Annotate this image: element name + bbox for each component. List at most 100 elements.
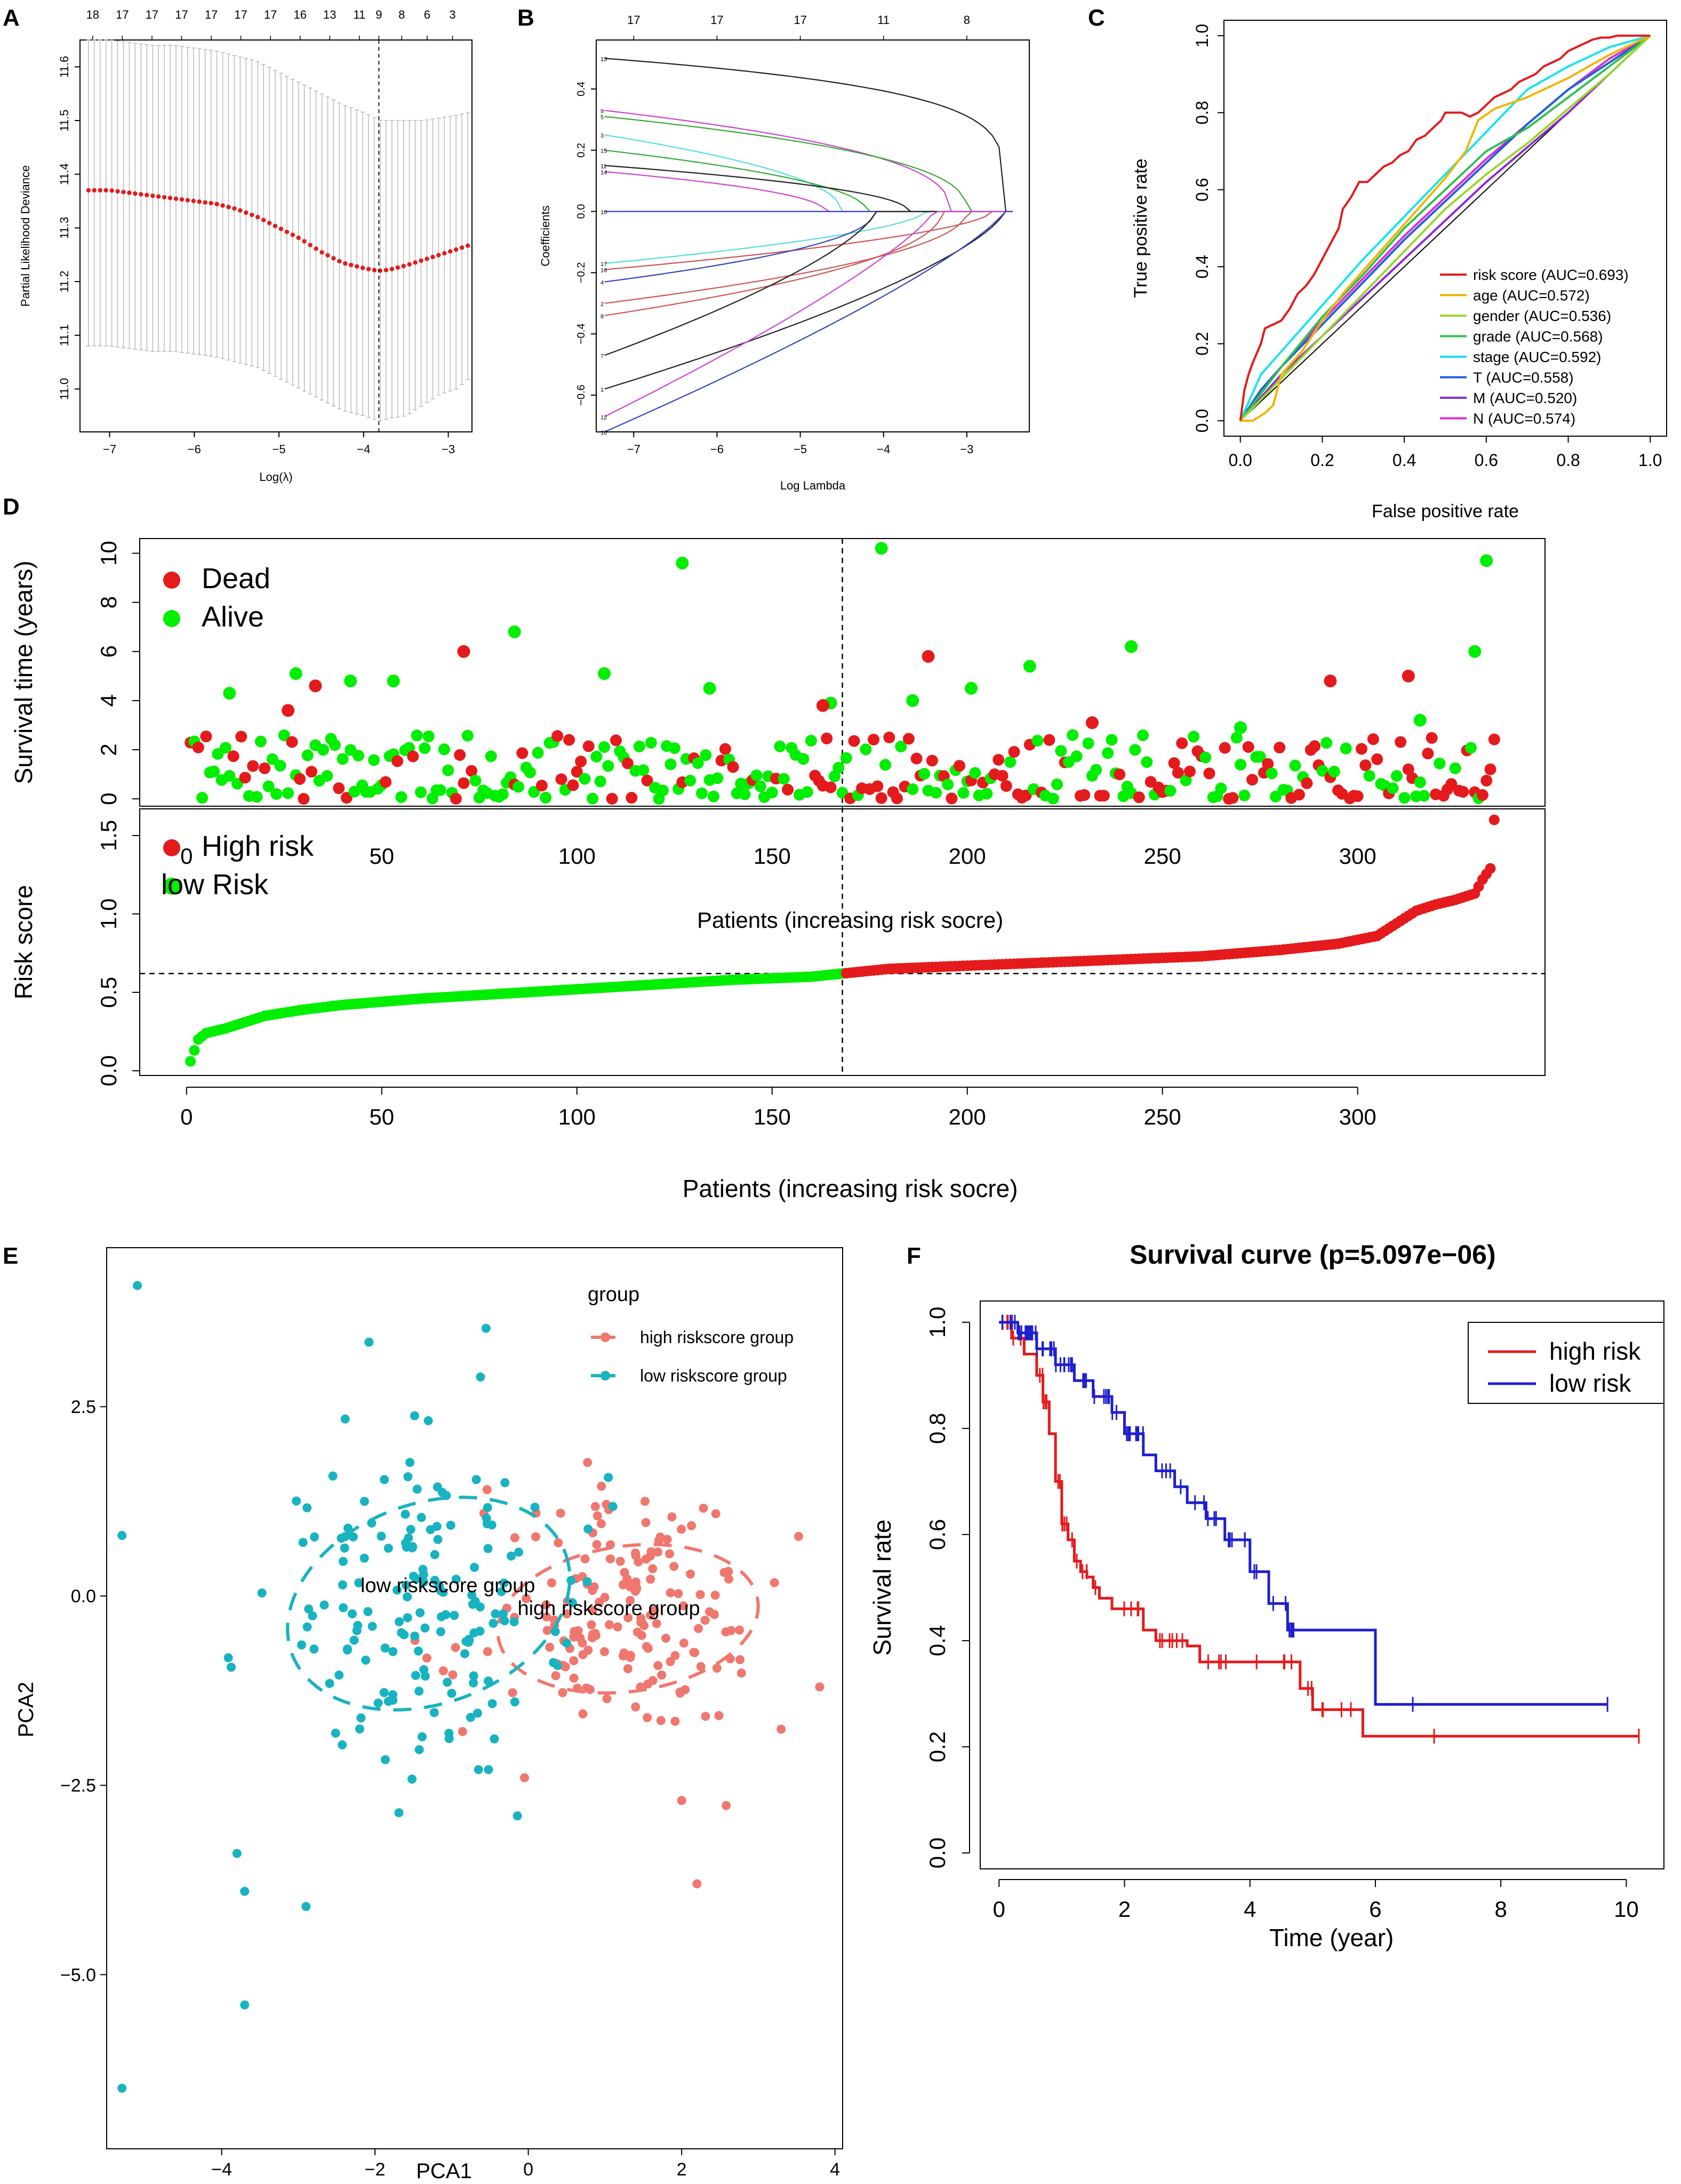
patient-dead-point [1114, 768, 1126, 781]
patient-dead-point [1020, 789, 1032, 801]
patient-alive-point [1316, 765, 1328, 777]
deviance-point [419, 258, 423, 263]
patient-alive-point [598, 741, 611, 753]
high-risk-pca-point [712, 1664, 722, 1673]
y-tick-label: 0 [96, 793, 121, 805]
high-risk-pca-point [587, 1620, 596, 1629]
coef-path [604, 211, 1013, 304]
coef-path-label: 9 [601, 108, 604, 115]
overlay-tick-label: 250 [1144, 844, 1181, 869]
low-risk-pca-point [553, 1661, 563, 1671]
patient-dead-point [1355, 743, 1367, 755]
patient-alive-point [1129, 744, 1141, 756]
high-risk-pca-point [599, 1647, 609, 1657]
y-tick-label: −0.6 [575, 384, 587, 405]
legend-label: high risk [1549, 1337, 1641, 1365]
patient-alive-point [528, 786, 540, 798]
legend-high-label: High risk [202, 830, 314, 862]
low-risk-pca-point [383, 1544, 393, 1553]
high-risk-pca-point [570, 1629, 579, 1639]
low-risk-pca-point [403, 1592, 412, 1602]
deviance-point [436, 253, 441, 258]
panel-f-frame [980, 1300, 1664, 1869]
low-risk-pca-point [447, 1689, 457, 1698]
patient-alive-point [532, 746, 544, 759]
y-tick-label: 11.3 [58, 217, 71, 239]
panel-letter-b: B [517, 5, 534, 31]
low-risk-pca-point [377, 1531, 386, 1541]
high-risk-pca-point [596, 1519, 606, 1529]
patient-dead-point [391, 755, 404, 767]
patient-alive-point [1269, 790, 1282, 802]
patient-alive-point [1340, 742, 1352, 754]
panel-d-risk-distribution: 0 2 4 6 8 10 0.0 0.5 1.0 1.5 0 50 100 150 200 250 300 Sur… [10, 538, 1546, 1202]
high-risk-pca-point [701, 1712, 710, 1721]
low-risk-pca-point [355, 1724, 364, 1734]
y-tick-label: 0.0 [96, 1055, 121, 1086]
patient-alive-point [1413, 713, 1427, 727]
deviance-point [203, 200, 207, 205]
deviance-point [413, 260, 418, 265]
panel-f-survival-curve: 0 2 4 6 8 10 0.0 0.2 0.4 0.6 0.8 1.0 Survival curve … [868, 1240, 1664, 1952]
patient-dead-point [910, 752, 923, 765]
high-risk-point [1488, 814, 1500, 825]
roc-curve [1239, 35, 1651, 422]
low-risk-pca-point [343, 1645, 353, 1655]
legend-label: risk score (AUC=0.693) [1473, 267, 1629, 283]
low-risk-pca-point [380, 1643, 390, 1653]
deviance-point [395, 265, 400, 270]
low-risk-pca-point [491, 1609, 500, 1619]
low-risk-pca-point [367, 1621, 377, 1631]
low-risk-pca-point [451, 1575, 461, 1584]
x-tick-label: −5 [273, 443, 286, 456]
top-axis-label: 11 [877, 13, 890, 27]
high-risk-pca-point [640, 1497, 650, 1506]
low-risk-pca-point [483, 1544, 493, 1553]
y-tick-label: 11.6 [58, 56, 71, 78]
deviance-point [372, 268, 377, 272]
patient-alive-point [1230, 732, 1243, 744]
top-axis-label: 8 [398, 8, 405, 21]
low-risk-pca-point [302, 1503, 312, 1513]
legend-label: M (AUC=0.520) [1473, 390, 1577, 406]
patient-alive-point [289, 667, 302, 680]
patient-alive-point [1266, 767, 1278, 780]
patient-alive-point [657, 784, 669, 797]
low-risk-pca-point [347, 1609, 357, 1619]
patient-dead-point [298, 793, 310, 805]
low-risk-pca-point [497, 1587, 506, 1596]
low-risk-pca-point [510, 1697, 519, 1707]
patient-dead-point [1274, 742, 1286, 754]
overlay-tick-label: 200 [949, 844, 986, 869]
high-risk-pca-point [578, 1709, 588, 1719]
deviance-point [115, 189, 120, 194]
patient-alive-point [262, 780, 275, 792]
high-risk-pca-point [631, 1551, 641, 1561]
x-axis-label: Patients (increasing risk socre) [683, 1175, 1018, 1202]
patient-alive-point [957, 787, 970, 799]
coef-path [604, 211, 1013, 270]
x-tick-label: 300 [1339, 1104, 1376, 1129]
patient-alive-point [930, 786, 942, 799]
patient-alive-point [411, 729, 423, 742]
low-risk-pca-point [509, 1617, 519, 1627]
y-tick-label: 0.4 [575, 82, 587, 97]
high-risk-pca-point [711, 1509, 721, 1519]
patient-dead-point [333, 782, 345, 794]
deviance-point [448, 249, 453, 254]
patient-dead-point [227, 750, 239, 762]
patient-dead-point [1172, 767, 1184, 779]
deviance-point [453, 247, 459, 252]
low-risk-pca-point [514, 1547, 524, 1557]
high-risk-pca-point [641, 1517, 651, 1527]
patient-alive-point [540, 791, 552, 804]
x-tick-label: 0.6 [1475, 451, 1498, 470]
x-tick-label: −4 [877, 443, 890, 456]
high-risk-pca-point [615, 1556, 625, 1566]
x-tick-label: −7 [627, 443, 641, 456]
patient-alive-point [1070, 750, 1083, 762]
low-risk-pca-point [437, 1488, 447, 1497]
high-risk-pca-point [613, 1622, 622, 1632]
patient-dead-point [1301, 777, 1313, 789]
patient-dead-point [1008, 746, 1020, 758]
